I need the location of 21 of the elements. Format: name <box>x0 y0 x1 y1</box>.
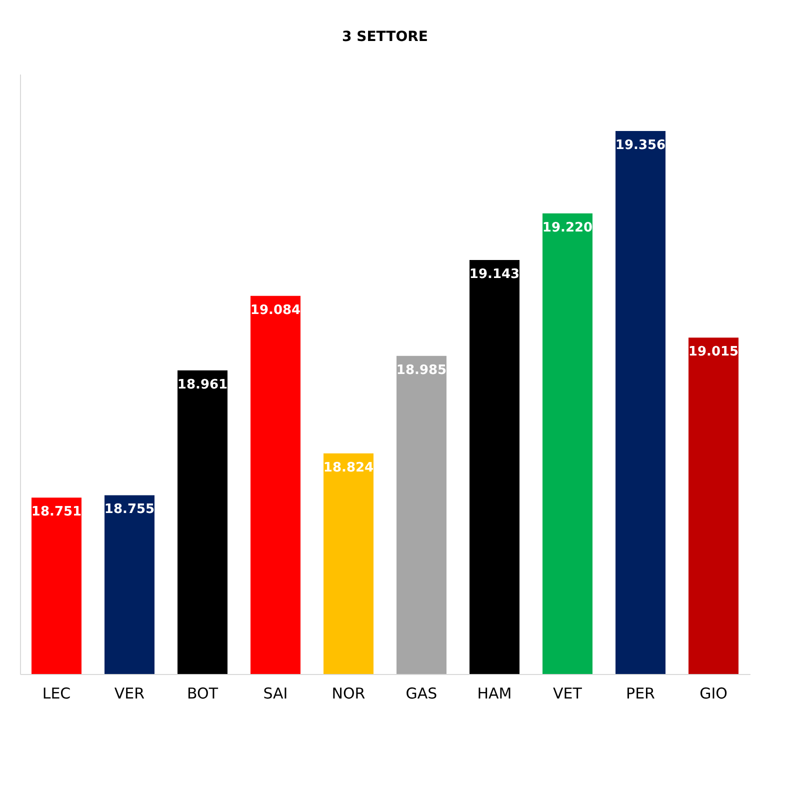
x-tick-label: GIO <box>700 684 728 702</box>
data-label: 18.755 <box>104 502 155 518</box>
x-tick-label: HAM <box>477 684 512 702</box>
data-label: 19.015 <box>688 344 739 360</box>
data-label: 18.985 <box>396 362 447 378</box>
x-tick-label: GAS <box>406 684 438 702</box>
x-tick-label: VET <box>553 684 583 702</box>
data-label: 18.824 <box>323 460 374 476</box>
data-label: 19.220 <box>542 220 593 236</box>
data-label: 19.084 <box>250 302 301 318</box>
x-tick-label: VER <box>114 684 145 702</box>
data-label: 18.961 <box>177 377 228 392</box>
data-label: 19.356 <box>615 138 666 153</box>
x-tick-label: BOT <box>187 684 219 702</box>
x-tick-label: SAI <box>263 684 288 702</box>
x-tick-label: PER <box>626 684 655 702</box>
data-label: 18.751 <box>31 504 82 520</box>
data-label: 19.143 <box>469 267 520 282</box>
x-tick-label: NOR <box>332 684 366 702</box>
chart-title: 3 SETTORE <box>342 29 428 45</box>
x-tick-label: LEC <box>42 684 71 702</box>
